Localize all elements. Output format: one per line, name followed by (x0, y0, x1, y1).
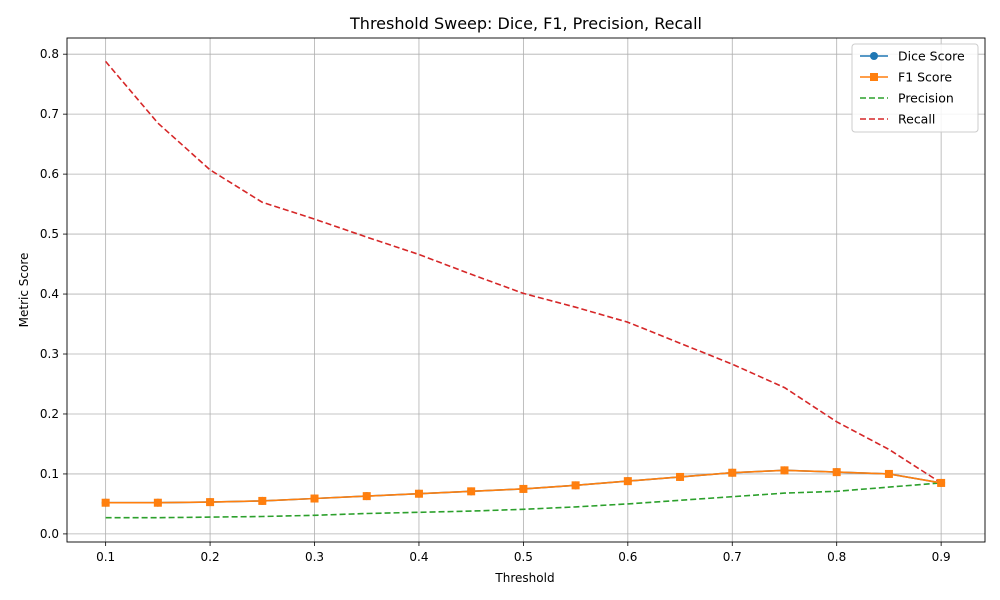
data-point-f1-score (571, 481, 580, 490)
legend: Dice Score F1 Score Precision Recall (851, 43, 979, 133)
data-point-f1-score (519, 484, 528, 493)
grid (67, 38, 985, 542)
x-tick-label: 0.6 (618, 550, 637, 564)
chart-title: Threshold Sweep: Dice, F1, Precision, Re… (349, 14, 702, 33)
y-tick-label: 0.8 (40, 47, 59, 61)
data-point-f1-score (884, 469, 893, 478)
data-point-f1-score (153, 498, 162, 507)
series-lines (101, 60, 946, 519)
data-point-f1-score (780, 466, 789, 475)
plot-area-frame (66, 37, 986, 543)
legend-item-precision: Precision (860, 91, 954, 106)
y-tick-label: 0.4 (40, 287, 59, 301)
data-point-f1-score (937, 478, 946, 487)
x-tick-label: 0.8 (827, 550, 846, 564)
y-axis-label: Metric Score (17, 253, 31, 328)
data-point-f1-score (467, 487, 476, 496)
y-tick-label: 0.6 (40, 167, 59, 181)
x-tick-label: 0.3 (305, 550, 324, 564)
y-tick-label: 0.0 (40, 527, 59, 541)
y-tick-label: 0.7 (40, 107, 59, 121)
y-tick-label: 0.1 (40, 467, 59, 481)
data-point-f1-score (258, 496, 267, 505)
axis-ticks: 0.1 0.2 0.3 0.4 0.5 0.6 0.7 0.8 0.9 0.0 0.1 0.2 0.3 0… (40, 47, 951, 564)
y-tick-label: 0.3 (40, 347, 59, 361)
legend-marker (870, 73, 878, 81)
data-point-f1-score (310, 494, 319, 503)
x-tick-label: 0.5 (514, 550, 533, 564)
data-point-f1-score (623, 477, 632, 486)
legend-label: Recall (898, 112, 935, 127)
data-point-f1-score (728, 468, 737, 477)
x-tick-label: 0.1 (96, 550, 115, 564)
y-tick-label: 0.5 (40, 227, 59, 241)
y-tick-label: 0.2 (40, 407, 59, 421)
legend-item-dice-score: Dice Score (860, 49, 965, 64)
x-tick-label: 0.9 (932, 550, 951, 564)
data-point-f1-score (101, 498, 110, 507)
legend-label: F1 Score (898, 70, 952, 85)
x-axis-label: Threshold (494, 571, 554, 585)
legend-marker (870, 52, 878, 60)
series-recall (104, 60, 942, 484)
series-line-precision (105, 482, 942, 519)
series-f1-score (101, 466, 946, 507)
series-precision (105, 482, 942, 519)
data-point-f1-score (676, 472, 685, 481)
x-tick-label: 0.7 (723, 550, 742, 564)
legend-frame (851, 43, 979, 133)
x-tick-label: 0.4 (409, 550, 428, 564)
legend-item-f1-score: F1 Score (860, 70, 952, 85)
data-point-f1-score (832, 468, 841, 477)
data-point-f1-score (362, 492, 371, 501)
x-tick-label: 0.2 (201, 550, 220, 564)
series-line-recall (104, 60, 942, 484)
legend-label: Precision (898, 91, 954, 106)
legend-label: Dice Score (898, 49, 965, 64)
legend-item-recall: Recall (860, 112, 935, 127)
data-point-f1-score (206, 498, 215, 507)
data-point-f1-score (414, 489, 423, 498)
